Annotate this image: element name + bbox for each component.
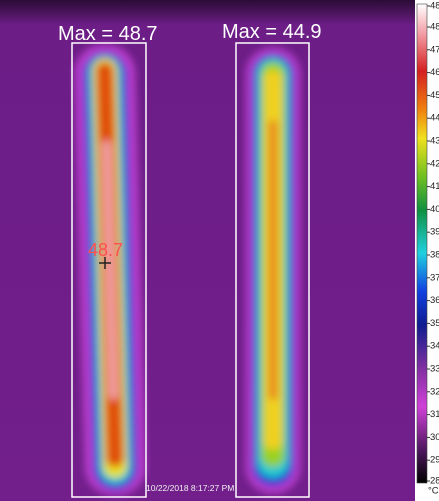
colorbar-tick-label: 41.0	[430, 181, 439, 192]
timestamp: 10/22/2018 8:17:27 PM	[146, 483, 234, 493]
roi-label: Max = 44.9	[222, 21, 322, 43]
colorbar-tick-label: 38.0	[430, 250, 439, 261]
colorbar-tick-label: 42.0	[430, 158, 439, 169]
colorbar-tick-label: 33.0	[430, 364, 439, 375]
colorbar-tick-label: 30.0	[430, 432, 439, 443]
colorbar-ticks: 48.7 48.0 47.0 46.0 45.0 44.0 43.0 42.0 41.0 40.0…	[427, 1, 439, 487]
colorbar-tick-label: 40.0	[430, 204, 439, 215]
colorbar-tick-label: 36.0	[430, 295, 439, 306]
colorbar-tick-label: 35.0	[430, 318, 439, 329]
colorbar-tick-label: 48.0	[430, 22, 439, 33]
roi-label: Max = 48.7	[58, 23, 158, 45]
colorbar-tick-label: 29.0	[430, 455, 439, 466]
unit-label: °C	[428, 486, 439, 497]
colorbar-tick-label: 45.0	[430, 90, 439, 101]
colorbar-tick-label: 48.7	[430, 1, 439, 12]
colorbar-tick-label: 37.0	[430, 272, 439, 283]
object-right	[246, 48, 300, 493]
colorbar-tick-label: 34.0	[430, 341, 439, 352]
colorbar-tick-label: 32.0	[430, 386, 439, 397]
colorbar-tick-label: 47.0	[430, 44, 439, 55]
colorbar-tick-label: 31.0	[430, 409, 439, 420]
colorbar-tick-label: 43.0	[430, 136, 439, 147]
colorbar-tick-label: 28.1	[430, 476, 439, 487]
colorbar-tick-label: 39.0	[430, 227, 439, 238]
colorbar-tick-label: 44.0	[430, 113, 439, 124]
thermal-view: Max = 48.7 Max = 44.9 48.7 10/22/2018 8:…	[0, 0, 439, 501]
image-background	[0, 0, 415, 501]
object-left	[74, 44, 146, 495]
colorbar-tick-label: 46.0	[430, 67, 439, 78]
colorbar	[417, 4, 427, 483]
